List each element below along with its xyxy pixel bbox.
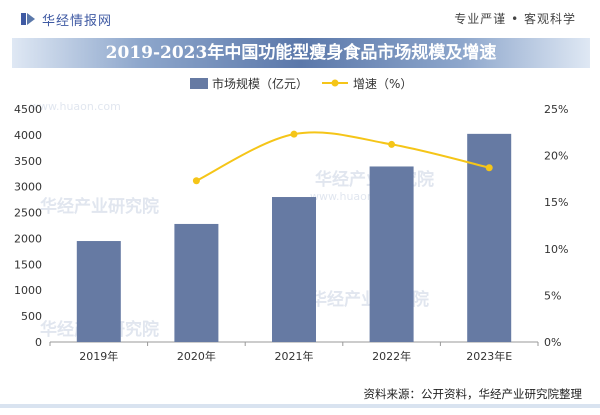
y-left-tick-label: 1000	[14, 284, 42, 297]
x-tick-label: 2022年	[372, 349, 411, 363]
legend-bar-swatch	[190, 78, 208, 89]
y-left-tick-label: 4500	[14, 103, 42, 116]
growth-line	[195, 131, 490, 182]
bar[interactable]	[369, 166, 414, 342]
bar[interactable]	[76, 241, 121, 342]
y-right-tick-label: 10%	[544, 243, 568, 256]
x-tick-label: 2023年E	[466, 349, 512, 363]
y-left-tick-label: 1500	[14, 258, 42, 271]
watermark-text: 华经产业研究院	[40, 196, 159, 217]
chart-title: 2019-2023年中国功能型瘦身食品市场规模及增速	[105, 43, 497, 63]
source-note: 资料来源：公开资料，华经产业研究院整理	[363, 387, 583, 401]
slogan: 专业严谨 • 客观科学	[454, 12, 576, 26]
watermark-url: www.huaon.com	[30, 100, 121, 113]
footer-divider	[0, 404, 600, 408]
page-header: 华经情报网 专业严谨 • 客观科学	[0, 0, 600, 36]
x-tick-label: 2020年	[177, 349, 216, 363]
growth-point[interactable]	[192, 177, 200, 185]
x-tick-label: 2021年	[275, 349, 314, 363]
y-right-tick-label: 15%	[544, 196, 568, 209]
y-left-tick-label: 2500	[14, 207, 42, 220]
legend-line-marker	[331, 79, 339, 87]
x-tick-label: 2019年	[79, 349, 118, 363]
legend-line-label: 增速（%）	[353, 77, 412, 91]
bar[interactable]	[272, 197, 316, 342]
y-left-tick-label: 4000	[14, 129, 42, 142]
y-left-tick-label: 0	[35, 336, 42, 349]
y-right-tick-label: 5%	[544, 289, 561, 302]
growth-point[interactable]	[485, 164, 493, 172]
y-right-tick-label: 25%	[544, 103, 568, 116]
brand-name: 华经情报网	[42, 13, 113, 29]
growth-point[interactable]	[290, 130, 298, 138]
y-left-tick-label: 3500	[14, 155, 42, 168]
y-right-tick-label: 0%	[544, 336, 561, 349]
y-left-tick-label: 2000	[14, 232, 42, 245]
y-right-tick-label: 20%	[544, 150, 568, 163]
legend-bar-label: 市场规模（亿元）	[212, 76, 308, 91]
bar[interactable]	[174, 223, 219, 342]
growth-point[interactable]	[388, 140, 396, 148]
y-left-tick-label: 500	[21, 310, 42, 323]
brand[interactable]: 华经情报网	[20, 10, 113, 29]
brand-logo-icon	[21, 13, 35, 25]
title-bar: 2019-2023年中国功能型瘦身食品市场规模及增速	[12, 38, 590, 68]
y-left-tick-label: 3000	[14, 181, 42, 194]
